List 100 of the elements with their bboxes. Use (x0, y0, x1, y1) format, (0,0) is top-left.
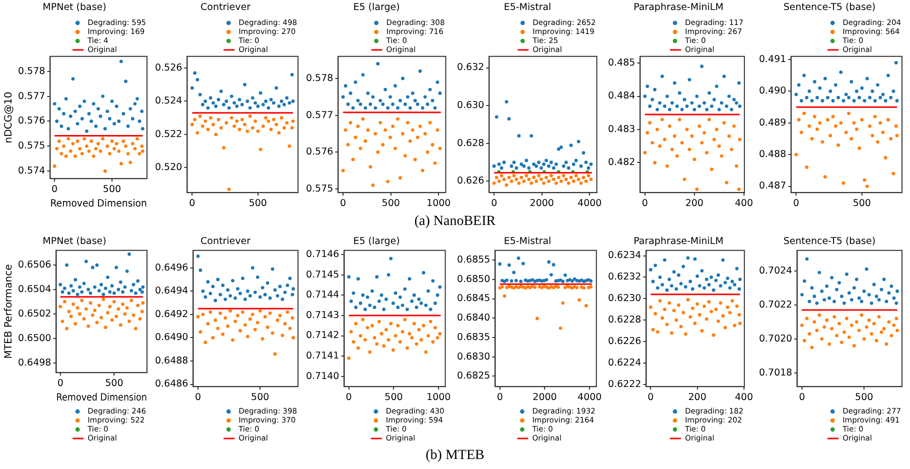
point (231, 278, 234, 282)
x-tick-label: 0 (189, 198, 196, 209)
point (260, 337, 264, 341)
point (714, 278, 718, 282)
point (698, 104, 702, 108)
x-tick-label: 2000 (532, 392, 557, 403)
point (193, 71, 197, 75)
point (820, 140, 824, 144)
point (854, 278, 858, 282)
point (216, 118, 220, 122)
point (520, 162, 524, 166)
point (895, 134, 899, 138)
chart-title: E5-Mistral (504, 236, 552, 248)
point (391, 102, 394, 106)
point (288, 144, 292, 148)
point (854, 128, 858, 131)
point (881, 130, 885, 134)
point (542, 181, 546, 185)
x-tick-label: 0 (346, 392, 352, 403)
point (280, 100, 284, 103)
point (125, 269, 129, 273)
point (292, 336, 295, 340)
point (524, 158, 528, 162)
point (65, 326, 68, 330)
point (847, 336, 851, 339)
point (554, 162, 558, 166)
y-tick-label: 0.7022 (758, 299, 792, 310)
point (860, 118, 864, 122)
point (351, 106, 355, 110)
y-tick-label: 0.6492 (154, 308, 188, 320)
point (730, 299, 734, 303)
point (288, 276, 292, 280)
point (208, 310, 212, 314)
point (224, 298, 228, 301)
point (346, 102, 350, 106)
y-tick-label: 0.6496 (154, 262, 188, 274)
point (700, 269, 704, 272)
point (403, 287, 407, 291)
point (428, 120, 432, 124)
x-tick-label: 0 (793, 198, 800, 209)
point (820, 99, 824, 102)
point (394, 84, 397, 88)
point (106, 276, 110, 279)
point (74, 278, 78, 282)
point (88, 301, 92, 305)
point (682, 310, 686, 314)
point (738, 278, 742, 282)
point (90, 120, 94, 123)
point (238, 329, 242, 332)
point (816, 128, 819, 131)
point (62, 144, 66, 148)
point (820, 337, 824, 341)
point (80, 290, 84, 294)
point (431, 340, 435, 344)
point (66, 137, 70, 140)
point (118, 323, 122, 327)
point (67, 310, 71, 314)
point (738, 138, 742, 142)
point (88, 291, 92, 295)
point (884, 99, 888, 102)
point (802, 74, 806, 78)
point (426, 289, 430, 293)
point (71, 77, 75, 81)
x-axis-title: Removed Dimension (56, 392, 147, 404)
point (686, 256, 690, 260)
point (894, 124, 898, 128)
y-tick-label: 0.7143 (306, 310, 340, 321)
point (243, 82, 246, 86)
point (410, 92, 414, 95)
point (68, 114, 72, 118)
y-tick-label: 0.6222 (608, 378, 642, 390)
point (690, 134, 694, 138)
point (665, 164, 669, 168)
point (403, 318, 407, 322)
point (140, 290, 144, 294)
y-tick-label: 0.578 (306, 72, 334, 84)
point (532, 176, 536, 180)
y-tick-label: 0.7146 (306, 248, 340, 260)
point (119, 162, 123, 166)
point (96, 107, 100, 110)
point (550, 160, 553, 164)
point (714, 308, 718, 312)
point (512, 174, 516, 178)
point (420, 338, 423, 342)
y-tick-label: 0.6825 (456, 370, 490, 382)
point (204, 295, 208, 299)
point (886, 74, 890, 78)
point (825, 284, 829, 288)
point (704, 317, 708, 321)
x-tick-label: 500 (382, 198, 400, 209)
point (396, 117, 400, 121)
y-tick-label: 0.6504 (18, 284, 52, 295)
point (520, 176, 524, 180)
point (589, 162, 593, 166)
point (876, 140, 880, 144)
point (589, 279, 593, 283)
point (272, 118, 276, 122)
point (424, 350, 428, 354)
point (348, 92, 352, 95)
point (196, 131, 200, 135)
